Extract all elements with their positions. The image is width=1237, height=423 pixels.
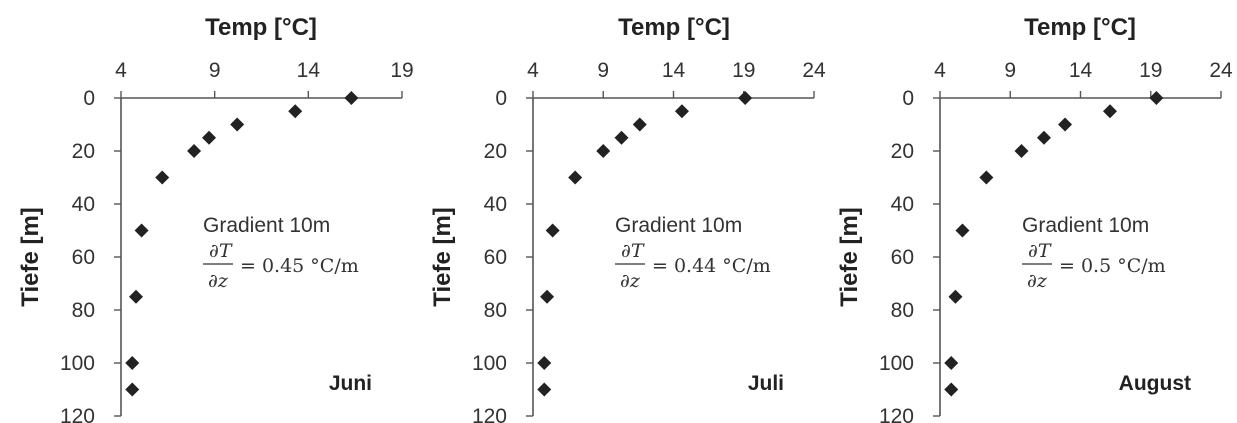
month-label: Juli [748,372,784,395]
data-point [632,117,647,132]
data-point [288,104,303,119]
y-tick-label: 60 [891,246,914,269]
gradient-numerator: ∂T [209,240,233,262]
x-tick-label: 9 [209,59,221,82]
x-tick-label: 14 [662,59,686,82]
y-tick-label: 60 [72,246,95,269]
data-point [1014,144,1029,158]
gradient-numerator: ∂T [621,240,645,262]
panel-juni: 4 9 14 19 0 20 40 60 80 100 120 Temp [°C] Tiefe [m] G… [17,14,414,423]
data-point [128,289,143,304]
x-axis-title: Temp [°C] [618,14,730,41]
data-point [202,130,217,145]
x-tick-label: 24 [1209,59,1233,82]
data-point [568,170,583,185]
data-point [187,144,202,158]
x-tick-label: 4 [115,59,127,82]
gradient-value: = 0.45 °C/m [240,255,359,277]
data-point [537,382,552,397]
data-point [230,117,245,132]
data-point [596,144,611,158]
x-tick-label: 19 [390,59,413,82]
y-tick-label: 80 [484,299,507,322]
data-point [125,382,140,397]
y-tick-label: 80 [891,299,914,322]
y-tick-label: 120 [879,405,914,423]
y-tick-label: 100 [60,352,95,375]
x-axis-title: Temp [°C] [1024,14,1136,41]
y-tick-label: 40 [891,193,914,216]
gradient-value: = 0.44 °C/m [652,255,771,277]
data-point [1058,117,1073,132]
x-tick-label: 19 [732,59,755,82]
gradient-label: Gradient 10m [203,214,330,237]
y-tick-label: 40 [72,193,95,216]
data-point [1036,130,1051,145]
y-tick-label: 0 [83,87,95,110]
month-label: Juni [329,372,372,395]
panel-juli: 4 9 14 19 24 0 20 40 60 80 100 120 Temp [°C] Tiefe [m… [429,14,826,423]
data-point [948,289,963,304]
y-axis-title: Tiefe [m] [17,207,44,307]
y-tick-label: 20 [484,140,507,163]
data-point [125,356,140,370]
y-tick-label: 20 [72,140,95,163]
y-tick-label: 60 [484,246,507,269]
data-point [674,104,689,119]
y-tick-label: 120 [472,405,507,423]
x-tick-label: 14 [297,59,321,82]
gradient-denominator: ∂z [208,270,229,292]
data-point [134,223,149,238]
y-tick-label: 0 [902,87,914,110]
y-tick-label: 100 [879,352,914,375]
data-point [545,223,560,238]
x-tick-label: 9 [597,59,609,82]
data-point [344,91,359,105]
data-point [738,91,753,105]
y-tick-label: 80 [72,299,95,322]
y-axis-title: Tiefe [m] [836,207,863,307]
data-point [540,289,555,304]
y-tick-label: 40 [484,193,507,216]
gradient-numerator: ∂T [1028,240,1052,262]
gradient-denominator: ∂z [1027,270,1048,292]
y-tick-label: 120 [60,405,95,423]
gradient-label: Gradient 10m [1022,214,1149,237]
gradient-denominator: ∂z [620,270,641,292]
y-tick-label: 20 [891,140,914,163]
data-point [955,223,970,238]
y-axis-title: Tiefe [m] [429,207,456,307]
data-point [979,170,994,185]
y-tick-label: 0 [495,87,507,110]
data-point [1103,104,1118,119]
data-point [537,356,552,370]
data-point [1149,91,1164,105]
data-point [155,170,170,185]
data-point [944,382,959,397]
x-tick-label: 4 [527,59,539,82]
data-point [944,356,959,370]
x-axis-title: Temp [°C] [205,14,317,41]
x-tick-label: 4 [934,59,946,82]
x-tick-label: 19 [1139,59,1162,82]
x-tick-label: 24 [802,59,826,82]
panel-august: 4 9 14 19 24 0 20 40 60 80 100 120 Temp [°C] Tiefe [m… [836,14,1233,423]
gradient-value: = 0.5 °C/m [1059,255,1166,277]
month-label: August [1119,372,1191,395]
x-tick-label: 14 [1069,59,1093,82]
x-tick-label: 9 [1004,59,1016,82]
gradient-label: Gradient 10m [615,214,742,237]
y-tick-label: 100 [472,352,507,375]
data-point [614,130,629,145]
